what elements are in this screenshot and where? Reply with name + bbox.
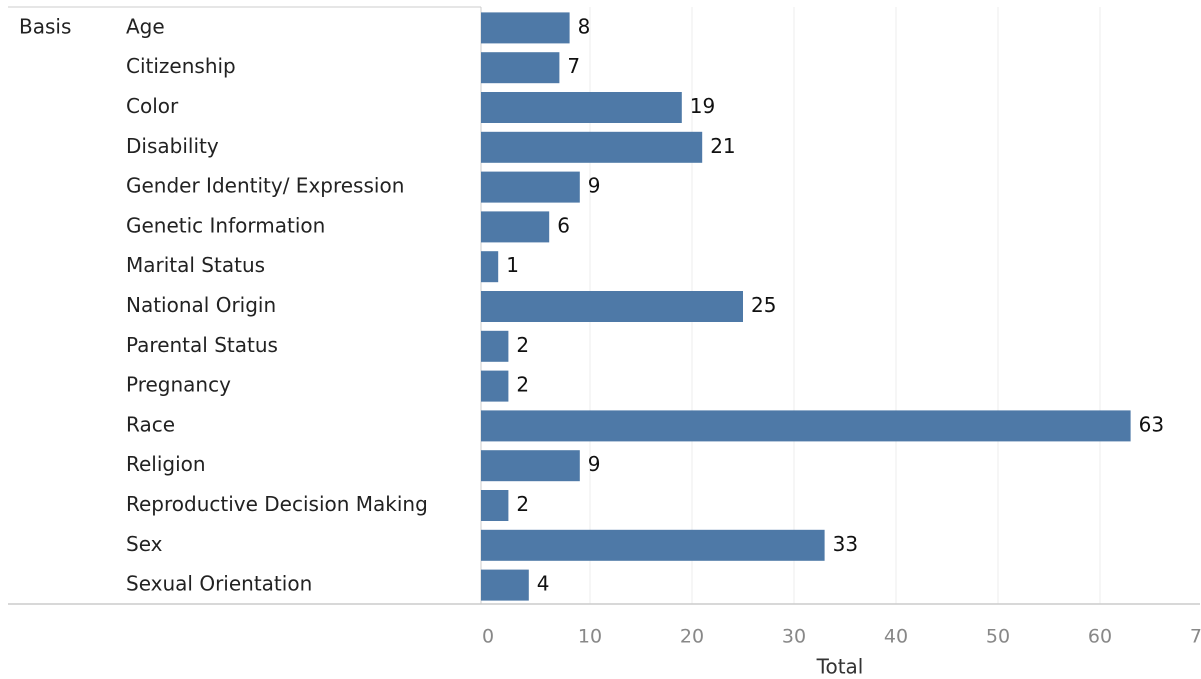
category-label: Pregnancy <box>126 373 231 397</box>
value-label: 33 <box>833 532 858 556</box>
value-label: 2 <box>516 373 529 397</box>
bar <box>481 52 560 84</box>
category-label: Sex <box>126 532 163 556</box>
bar <box>481 529 825 561</box>
value-label: 9 <box>588 174 601 198</box>
category-label: Race <box>126 412 175 436</box>
x-tick-label: 70 <box>1190 626 1201 648</box>
category-label: National Origin <box>126 293 276 317</box>
category-label: Citizenship <box>126 54 236 78</box>
x-tick-label: 40 <box>884 626 908 648</box>
value-label: 1 <box>506 253 519 277</box>
value-label: 2 <box>516 333 529 357</box>
category-label: Color <box>126 94 179 118</box>
bar <box>481 569 529 601</box>
bar <box>481 92 682 123</box>
value-label: 21 <box>710 134 735 158</box>
bar <box>481 12 570 44</box>
value-label: 2 <box>516 492 529 516</box>
bar <box>481 490 509 521</box>
value-label: 9 <box>588 452 601 476</box>
value-label: 8 <box>578 14 591 38</box>
value-label: 4 <box>537 572 550 596</box>
value-label: 19 <box>690 94 715 118</box>
bar <box>481 171 580 203</box>
x-axis-ticks: 0 10 20 30 40 50 60 70 <box>482 626 1201 648</box>
bar <box>481 330 509 362</box>
category-label: Genetic Information <box>126 213 325 237</box>
value-label: 25 <box>751 293 776 317</box>
category-label: Parental Status <box>126 333 278 357</box>
category-labels: Age Citizenship Color Disability Gender Iden… <box>126 14 428 595</box>
dimension-header: Basis <box>19 15 71 39</box>
value-label: 6 <box>557 213 570 237</box>
bars <box>481 12 1131 601</box>
category-label: Age <box>126 14 165 38</box>
x-tick-label: 10 <box>578 626 602 648</box>
bar <box>481 211 550 243</box>
category-label: Disability <box>126 134 219 158</box>
bar <box>481 410 1131 442</box>
bar <box>481 370 509 402</box>
bar <box>481 131 703 163</box>
category-label: Religion <box>126 452 206 476</box>
category-label: Gender Identity/ Expression <box>126 174 404 198</box>
gridlines <box>589 7 1101 604</box>
category-label: Sexual Orientation <box>126 572 312 596</box>
x-tick-label: 30 <box>782 626 806 648</box>
x-tick-label: 0 <box>482 626 494 648</box>
bar <box>481 450 580 482</box>
value-label: 63 <box>1139 412 1164 436</box>
category-label: Marital Status <box>126 253 265 277</box>
bar <box>481 291 743 322</box>
x-tick-label: 60 <box>1088 626 1112 648</box>
category-label: Reproductive Decision Making <box>126 492 428 516</box>
x-tick-label: 50 <box>986 626 1010 648</box>
x-axis-title: Total <box>816 655 864 679</box>
value-label: 7 <box>567 54 580 78</box>
bar <box>481 251 499 283</box>
x-tick-label: 20 <box>680 626 704 648</box>
